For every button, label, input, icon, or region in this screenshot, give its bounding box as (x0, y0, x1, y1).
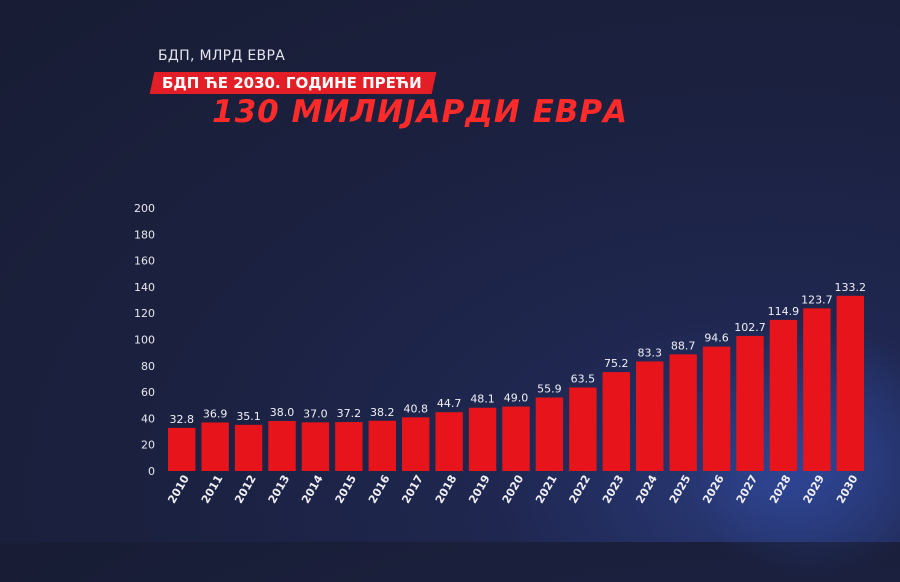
x-tick-label-2013: 2013 (266, 473, 293, 506)
value-label-2022: 63.5 (571, 372, 596, 385)
value-label-2012: 35.1 (236, 410, 261, 423)
x-tick-label-2025: 2025 (667, 473, 694, 506)
y-tick-label: 160 (134, 255, 155, 268)
x-tick-label-2012: 2012 (232, 473, 259, 506)
bar-2024 (636, 361, 664, 471)
bar-2016 (368, 420, 396, 471)
x-tick-label-2016: 2016 (366, 472, 393, 505)
value-label-2027: 102.7 (734, 321, 766, 334)
x-tick-label-2028: 2028 (767, 473, 794, 506)
value-label-2029: 123.7 (801, 293, 833, 306)
value-label-2019: 48.1 (470, 393, 495, 406)
bar-2021 (535, 397, 564, 471)
value-label-2015: 37.2 (337, 407, 362, 420)
x-tick-label-2017: 2017 (399, 473, 426, 506)
y-tick-label: 120 (134, 307, 155, 320)
value-label-2023: 75.2 (604, 357, 629, 370)
value-label-2021: 55.9 (537, 382, 562, 395)
bar-2022 (569, 387, 597, 471)
bar-2025 (669, 354, 697, 471)
bar-2011 (201, 422, 229, 471)
value-label-2028: 114.9 (768, 305, 800, 318)
bar-2015 (335, 422, 363, 471)
y-tick-label: 60 (141, 386, 155, 399)
y-tick-label: 140 (134, 281, 155, 294)
x-tick-label-2027: 2027 (734, 473, 761, 506)
bar-2013 (268, 421, 296, 471)
x-tick-label-2010: 2010 (165, 472, 192, 505)
x-tick-label-2029: 2029 (801, 473, 828, 506)
value-label-2018: 44.7 (437, 397, 462, 410)
x-tick-label-2019: 2019 (466, 473, 493, 506)
y-tick-label: 100 (134, 334, 155, 347)
bar-2012 (234, 424, 263, 471)
bar-2010 (168, 427, 196, 471)
y-tick-label: 80 (141, 360, 155, 373)
bar-2030 (836, 295, 864, 471)
value-label-2020: 49.0 (504, 392, 529, 405)
x-tick-label-2026: 2026 (700, 472, 727, 505)
value-label-2014: 37.0 (303, 407, 328, 420)
x-tick-label-2023: 2023 (600, 473, 627, 506)
bar-2029 (803, 308, 831, 471)
value-label-2013: 38.0 (270, 406, 295, 419)
bar-2023 (602, 372, 630, 471)
y-tick-label: 200 (134, 202, 155, 215)
x-tick-label-2030: 2030 (834, 472, 861, 505)
x-tick-label-2014: 2014 (299, 472, 326, 505)
y-tick-label: 0 (148, 465, 155, 478)
x-tick-label-2011: 2011 (199, 473, 226, 506)
chart-subtitle: БДП, МЛРД ЕВРА (158, 48, 286, 64)
value-label-2030: 133.2 (835, 281, 867, 294)
bar-2018 (435, 412, 463, 471)
value-label-2017: 40.8 (403, 402, 428, 415)
x-tick-label-2015: 2015 (333, 473, 360, 506)
bar-2027 (736, 335, 764, 471)
bar-2014 (301, 422, 330, 471)
y-tick-label: 180 (134, 228, 155, 241)
bar-2019 (468, 407, 497, 471)
bar-2017 (402, 417, 430, 471)
x-tick-label-2022: 2022 (567, 473, 594, 506)
x-tick-label-2024: 2024 (633, 472, 660, 505)
bar-2028 (769, 319, 798, 471)
value-label-2026: 94.6 (704, 332, 729, 345)
x-tick-label-2018: 2018 (433, 473, 460, 506)
value-label-2016: 38.2 (370, 406, 395, 419)
x-tick-label-2021: 2021 (533, 473, 560, 506)
value-label-2010: 32.8 (169, 413, 194, 426)
value-label-2025: 88.7 (671, 339, 696, 352)
y-tick-label: 20 (141, 439, 155, 452)
value-label-2024: 83.3 (637, 346, 662, 359)
gdp-bar-chart: 0 20 40 60 80 100 120 140 160 180 200 32.8 2010 36.9 2… (134, 202, 867, 506)
headline: 130 МИЛИЈАРДИ ЕВРА (212, 94, 629, 130)
bar-2026 (702, 346, 731, 471)
x-tick-label-2020: 2020 (500, 472, 527, 505)
bar-2020 (502, 406, 530, 471)
value-label-2011: 36.9 (203, 407, 228, 420)
y-tick-label: 40 (141, 412, 155, 425)
